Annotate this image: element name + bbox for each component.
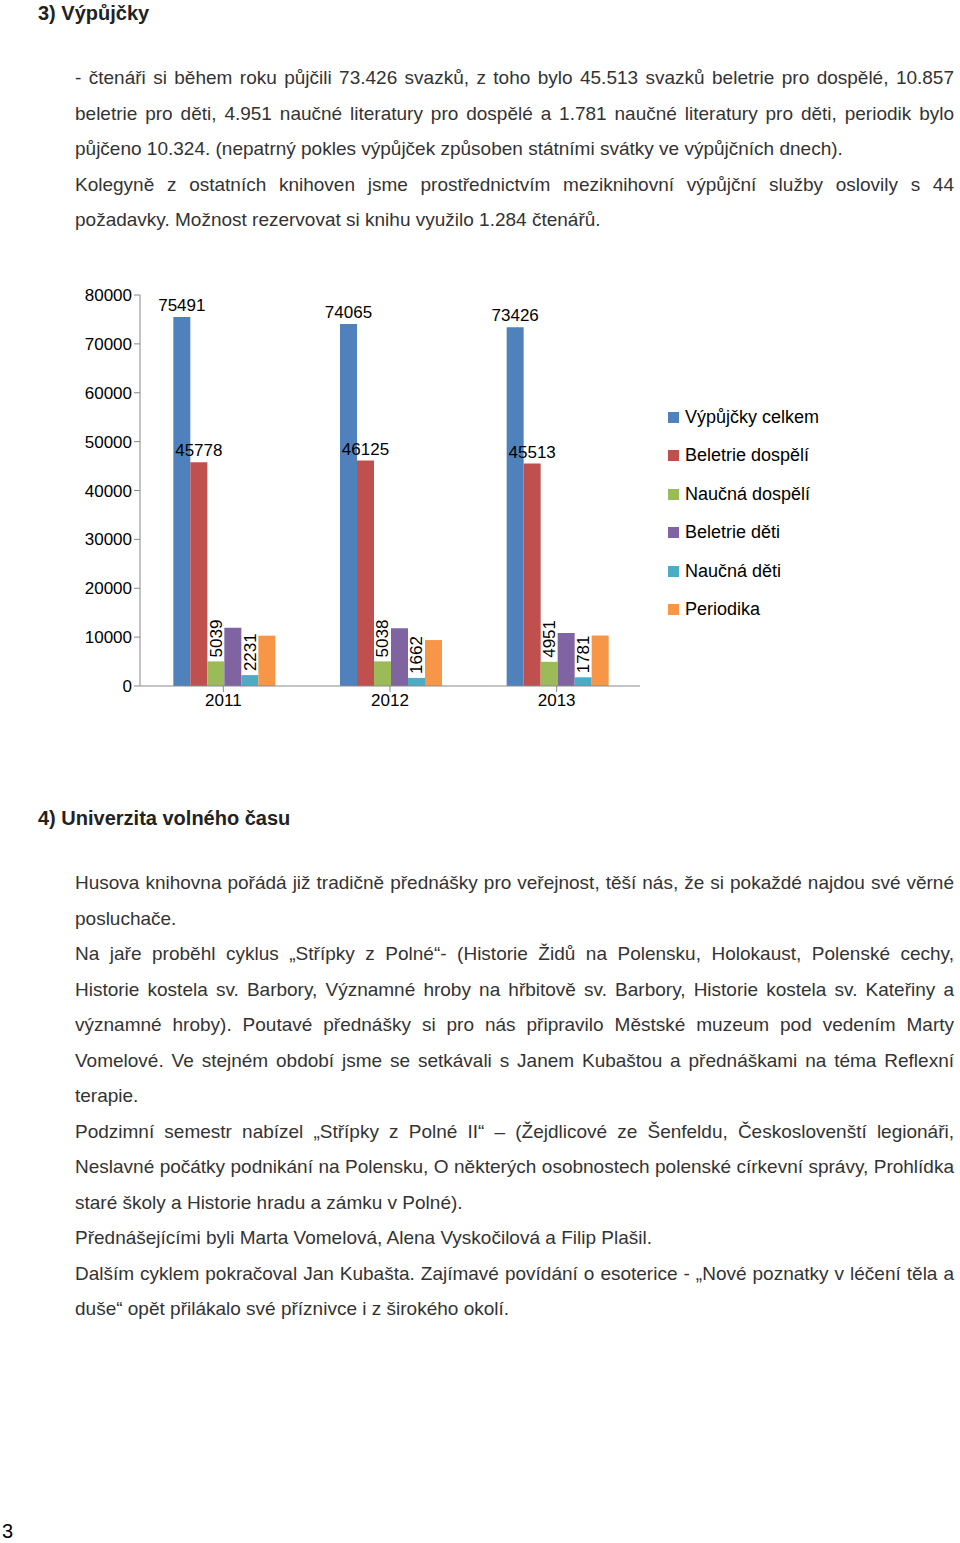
html-text:Husova knihovna pořádá již tra: Husova knihovna pořádá již tradičně před… (75, 872, 954, 929)
html-text:Dalším cyklem pokračoval Jan K: Dalším cyklem pokračoval Jan Kubašta. Za… (75, 1262, 954, 1319)
svg-text:74065: 74065 (325, 303, 372, 322)
html-text:- čtenáři si během roku půjčil: - čtenáři si během roku půjčili 73.426 s… (75, 67, 954, 159)
html-text:Kolegyně z ostatních knihoven: Kolegyně z ostatních knihoven jsme prost… (75, 173, 954, 230)
svg-text:1662: 1662 (408, 636, 427, 674)
svg-text:45513: 45513 (509, 443, 556, 462)
svg-text:75491: 75491 (158, 296, 205, 315)
svg-text:2012: 2012 (371, 691, 409, 710)
svg-text:4951: 4951 (540, 620, 559, 658)
svg-text:40000: 40000 (85, 482, 132, 501)
html-text:Podzimní semestr nabízel „Stří: Podzimní semestr nabízel „Střípky z Poln… (75, 1120, 954, 1213)
html-text:Naučná dospělí: Naučná dospělí (685, 483, 811, 504)
svg-text:50000: 50000 (85, 433, 132, 452)
html-text:Naučná děti: Naučná děti (685, 560, 782, 581)
svg-text:2011: 2011 (205, 691, 242, 710)
html-text:Beletrie děti: Beletrie děti (685, 522, 781, 543)
svg-text:0: 0 (123, 677, 132, 696)
svg-text:46125: 46125 (342, 440, 389, 459)
svg-text:1781: 1781 (574, 635, 593, 673)
svg-text:5039: 5039 (207, 620, 226, 658)
html-text:Výpůjčky celkem: Výpůjčky celkem (685, 406, 819, 427)
html-text:3: 3 (2, 1520, 14, 1542)
svg-text:20000: 20000 (85, 579, 132, 598)
svg-text:2013: 2013 (538, 691, 576, 710)
svg-text:70000: 70000 (85, 335, 132, 354)
svg-text:2231: 2231 (241, 633, 260, 671)
svg-text:45778: 45778 (175, 441, 222, 460)
html-text:Přednášejícími byli Marta Vome: Přednášejícími byli Marta Vomelová, Alen… (75, 1227, 652, 1248)
html-text:Na jaře proběhl cyklus „Střípk: Na jaře proběhl cyklus „Střípky z Polné“… (75, 943, 954, 1106)
html-text:Periodika: Periodika (685, 599, 760, 620)
svg-text:80000: 80000 (85, 286, 132, 305)
html-text:Beletrie dospělí: Beletrie dospělí (685, 445, 810, 466)
svg-text:60000: 60000 (85, 384, 132, 403)
svg-text:30000: 30000 (85, 530, 132, 549)
html-text:4) Univerzita volného času: 4) Univerzita volného času (38, 807, 291, 829)
svg-text:5038: 5038 (374, 620, 393, 658)
html-text:3) Výpůjčky: 3) Výpůjčky (38, 2, 150, 24)
svg-text:73426: 73426 (492, 306, 539, 325)
svg-text:10000: 10000 (85, 628, 132, 647)
